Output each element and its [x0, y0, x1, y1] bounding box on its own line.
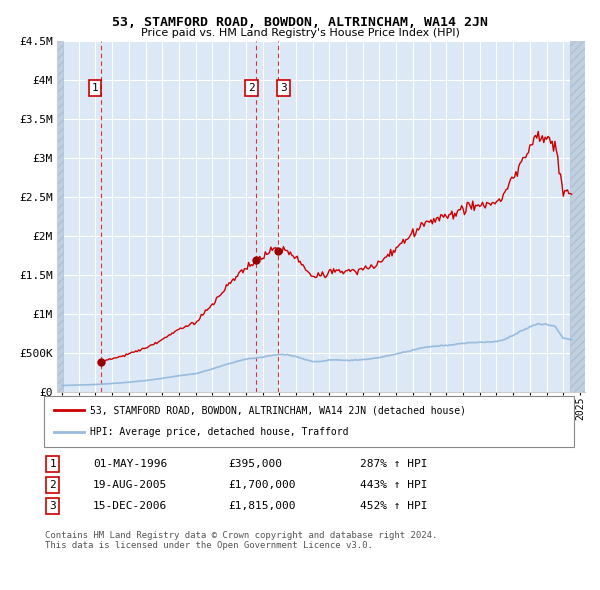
Text: 01-MAY-1996: 01-MAY-1996	[93, 460, 167, 469]
Text: 452% ↑ HPI: 452% ↑ HPI	[360, 501, 427, 510]
Text: £1,700,000: £1,700,000	[228, 480, 296, 490]
Bar	[57, 41, 64, 392]
Text: 15-DEC-2006: 15-DEC-2006	[93, 501, 167, 510]
Text: Contains HM Land Registry data © Crown copyright and database right 2024.
This d: Contains HM Land Registry data © Crown c…	[45, 531, 437, 550]
Text: 443% ↑ HPI: 443% ↑ HPI	[360, 480, 427, 490]
Text: 53, STAMFORD ROAD, BOWDON, ALTRINCHAM, WA14 2JN (detached house): 53, STAMFORD ROAD, BOWDON, ALTRINCHAM, W…	[90, 405, 466, 415]
Bar	[570, 41, 585, 392]
Text: 3: 3	[49, 501, 56, 510]
Text: £395,000: £395,000	[228, 460, 282, 469]
Text: 53, STAMFORD ROAD, BOWDON, ALTRINCHAM, WA14 2JN: 53, STAMFORD ROAD, BOWDON, ALTRINCHAM, W…	[112, 16, 488, 29]
Text: 2: 2	[248, 83, 255, 93]
Text: Price paid vs. HM Land Registry's House Price Index (HPI): Price paid vs. HM Land Registry's House …	[140, 28, 460, 38]
Text: 3: 3	[280, 83, 287, 93]
Text: £1,815,000: £1,815,000	[228, 501, 296, 510]
Text: 1: 1	[49, 460, 56, 469]
Text: 1: 1	[92, 83, 98, 93]
Text: 19-AUG-2005: 19-AUG-2005	[93, 480, 167, 490]
Text: 2: 2	[49, 480, 56, 490]
Text: HPI: Average price, detached house, Trafford: HPI: Average price, detached house, Traf…	[90, 428, 349, 437]
Text: 287% ↑ HPI: 287% ↑ HPI	[360, 460, 427, 469]
